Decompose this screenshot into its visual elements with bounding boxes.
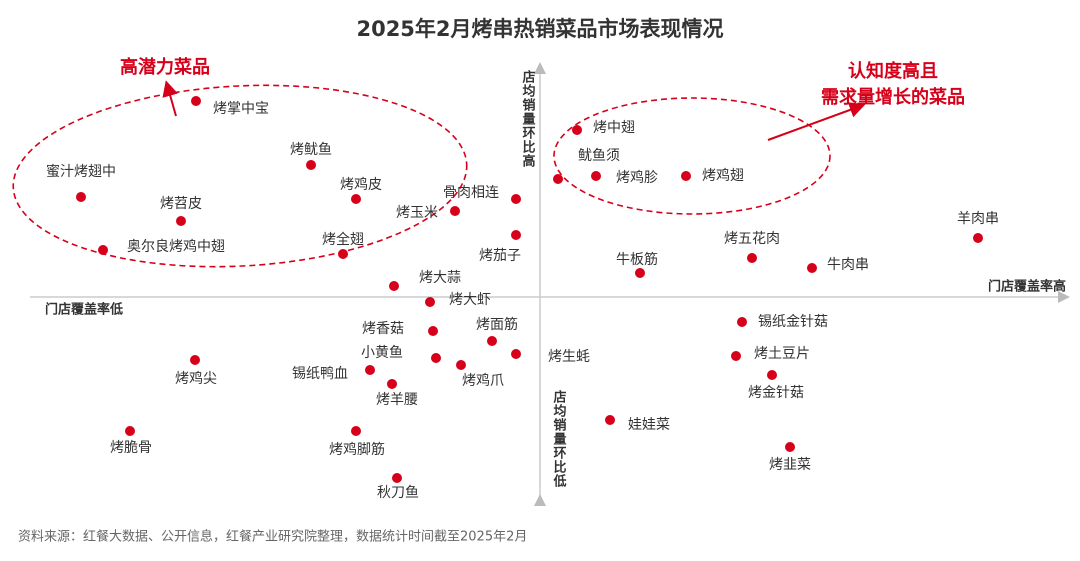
item-label: 烤鸡胗 bbox=[616, 169, 658, 186]
item-label: 烤香菇 bbox=[362, 321, 404, 337]
chart-title: 2025年2月烤串热销菜品市场表现情况 bbox=[356, 17, 723, 41]
annotation: 需求量增长的菜品 bbox=[821, 86, 965, 108]
source-note: 资料来源：红餐大数据、公开信息，红餐产业研究院整理，数据统计时间截至2025年2… bbox=[18, 529, 527, 545]
item-label: 烤羊腰 bbox=[376, 392, 418, 408]
item-label: 烤脆骨 bbox=[110, 439, 152, 456]
item-dot bbox=[973, 233, 983, 243]
item-dot bbox=[125, 426, 135, 436]
item-dot bbox=[731, 351, 741, 361]
item-dot bbox=[747, 253, 757, 263]
item-label: 烤韭菜 bbox=[769, 457, 811, 473]
item-dot bbox=[572, 125, 582, 135]
item-label: 烤土豆片 bbox=[754, 346, 810, 362]
item-label: 牛肉串 bbox=[827, 257, 869, 273]
annotation: 高潜力菜品 bbox=[120, 56, 210, 78]
item-dot bbox=[76, 192, 86, 202]
y-high-label: 店均销量环比高 bbox=[520, 69, 536, 168]
item-dot bbox=[392, 473, 402, 483]
item-label: 烤鸡脚筋 bbox=[329, 441, 385, 458]
item-dot bbox=[338, 249, 348, 259]
item-dot bbox=[431, 353, 441, 363]
item-dot bbox=[605, 415, 615, 425]
item-dot bbox=[553, 174, 563, 184]
item-label: 秋刀鱼 bbox=[377, 484, 419, 501]
x-low-label: 门店覆盖率低 bbox=[45, 302, 123, 318]
item-label: 骨肉相连 bbox=[443, 185, 499, 201]
x-high-label: 门店覆盖率高 bbox=[988, 279, 1066, 295]
right-ellipse bbox=[553, 97, 831, 215]
item-label: 锡纸鸭血 bbox=[292, 366, 348, 382]
item-dot bbox=[785, 442, 795, 452]
item-dot bbox=[425, 297, 435, 307]
item-label: 烤玉米 bbox=[396, 205, 438, 221]
item-dot bbox=[351, 194, 361, 204]
item-label: 烤茄子 bbox=[479, 247, 521, 264]
item-dot bbox=[428, 326, 438, 336]
item-dot bbox=[511, 349, 521, 359]
item-dot bbox=[351, 426, 361, 436]
item-dot bbox=[176, 216, 186, 226]
item-dot bbox=[456, 360, 466, 370]
annotation: 认知度高且 bbox=[848, 60, 938, 82]
item-dot bbox=[190, 355, 200, 365]
annotation-arrow bbox=[162, 80, 178, 117]
item-label: 烤鸡尖 bbox=[175, 370, 217, 387]
item-label: 烤鸡皮 bbox=[340, 176, 382, 193]
item-label: 蜜汁烤翅中 bbox=[46, 164, 116, 180]
item-label: 烤金针菇 bbox=[748, 385, 804, 401]
item-dot bbox=[487, 336, 497, 346]
item-label: 烤全翅 bbox=[322, 231, 364, 248]
item-label: 烤大蒜 bbox=[419, 270, 461, 286]
item-dot bbox=[767, 370, 777, 380]
item-dot bbox=[387, 379, 397, 389]
item-label: 烤生蚝 bbox=[548, 349, 590, 365]
item-dot bbox=[681, 171, 691, 181]
item-label: 烤鸡爪 bbox=[462, 372, 504, 389]
item-dot bbox=[737, 317, 747, 327]
item-label: 烤苕皮 bbox=[160, 196, 202, 212]
item-label: 锡纸金针菇 bbox=[758, 314, 828, 330]
item-label: 牛板筋 bbox=[616, 251, 658, 268]
item-label: 娃娃菜 bbox=[628, 417, 670, 433]
item-label: 烤面筋 bbox=[476, 316, 518, 333]
item-label: 小黄鱼 bbox=[361, 344, 403, 361]
item-label: 烤五花肉 bbox=[724, 231, 780, 247]
item-dot bbox=[191, 96, 201, 106]
y-low-label: 店均销量环比低 bbox=[551, 389, 568, 488]
item-dot bbox=[511, 194, 521, 204]
item-dot bbox=[365, 365, 375, 375]
item-dot bbox=[98, 245, 108, 255]
annotation-arrow bbox=[767, 102, 866, 141]
item-label: 烤鸡翅 bbox=[702, 167, 744, 184]
left-ellipse bbox=[12, 84, 468, 268]
item-dot bbox=[635, 268, 645, 278]
item-label: 烤掌中宝 bbox=[213, 101, 269, 117]
item-label: 烤大虾 bbox=[449, 292, 491, 308]
item-dot bbox=[450, 206, 460, 216]
item-dot bbox=[591, 171, 601, 181]
item-dot bbox=[389, 281, 399, 291]
item-label: 烤鱿鱼 bbox=[290, 141, 332, 158]
item-dot bbox=[306, 160, 316, 170]
item-label: 奥尔良烤鸡中翅 bbox=[127, 238, 225, 255]
item-label: 鱿鱼须 bbox=[578, 147, 620, 164]
item-label: 烤中翅 bbox=[593, 120, 635, 136]
item-label: 羊肉串 bbox=[957, 211, 999, 227]
item-dot bbox=[511, 230, 521, 240]
item-dot bbox=[807, 263, 817, 273]
